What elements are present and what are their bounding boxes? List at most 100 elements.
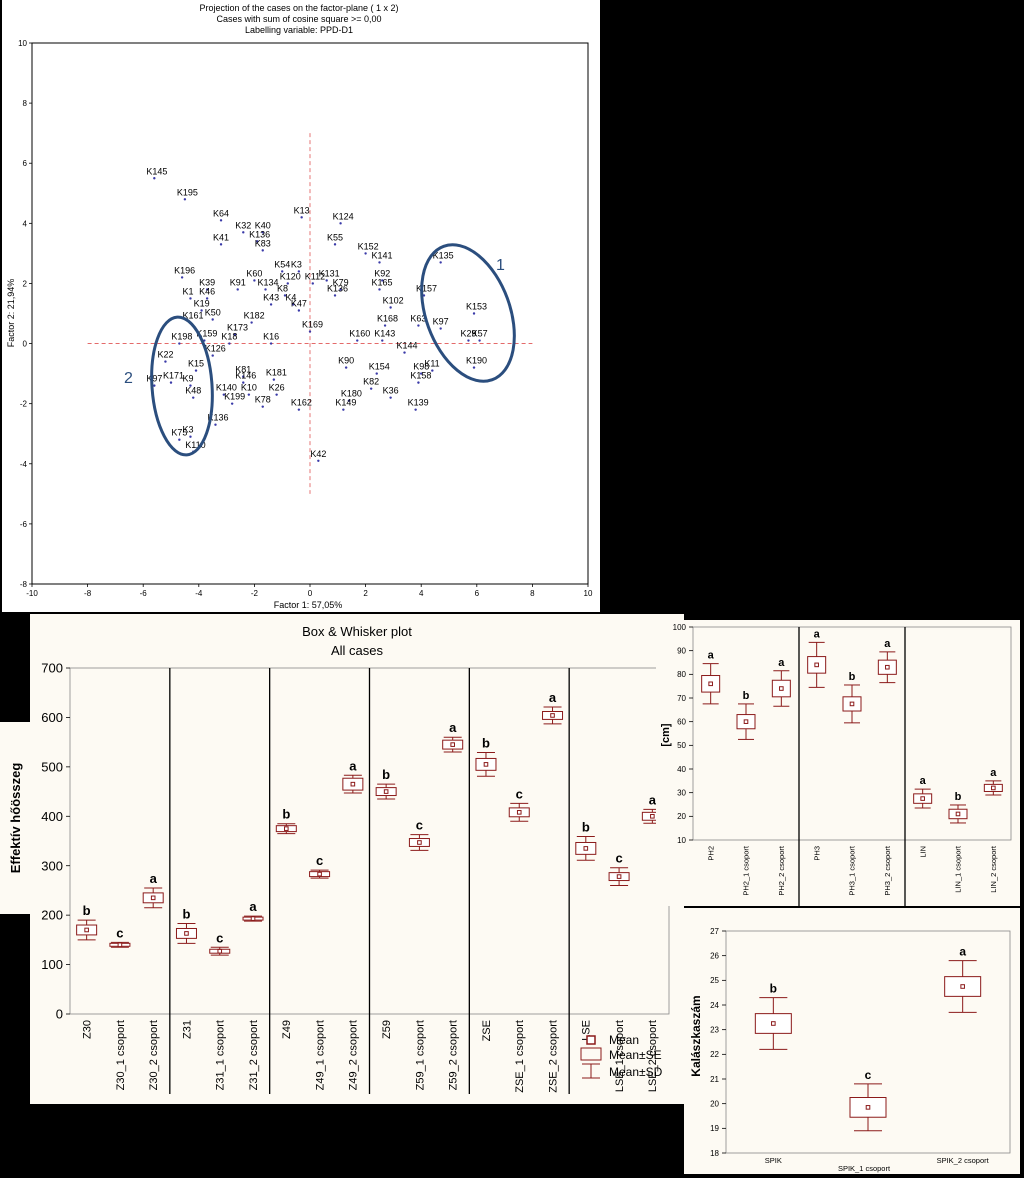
box1-title: Box & Whisker plot [302, 624, 412, 639]
scatter-background [2, 0, 600, 612]
scatter-point-label: K199 [224, 392, 245, 402]
scatter-point-label: K75 [171, 428, 187, 438]
box2-mean-marker [849, 701, 855, 707]
scatter-point-label: K32 [235, 220, 251, 230]
scatter-point-label: K173 [227, 323, 248, 333]
box1-mean-marker [84, 927, 89, 933]
box2-background [656, 620, 1020, 906]
box2-category-label: PH2_1 csoport [742, 845, 751, 896]
scatter-point [269, 303, 273, 306]
box1-category-label: LSE_2 csoport [647, 1020, 659, 1092]
scatter-point-label: K16 [263, 332, 279, 342]
box1-significance-letter: c [316, 853, 323, 868]
scatter-point [233, 333, 237, 336]
scatter-point-label: K92 [374, 268, 390, 278]
scatter-y-tick-label: 8 [23, 99, 28, 108]
scatter-point [467, 339, 470, 342]
box1-category-label: ZSE [481, 1020, 493, 1041]
scatter-point-label: K165 [372, 277, 393, 287]
box1-significance-letter: a [349, 758, 357, 773]
scatter-y-tick-label: 0 [23, 340, 28, 349]
scatter-x-tick-label: -10 [26, 589, 38, 598]
scatter-point [261, 249, 264, 252]
box2-mean-marker [991, 785, 996, 791]
cluster-1-ellipse [420, 243, 516, 383]
scatter-point-label: K134 [258, 277, 279, 287]
box2-mean-marker [920, 796, 925, 801]
scatter-point-label: K9 [182, 374, 193, 384]
box1-y-tick-label: 300 [41, 858, 63, 873]
box3-y-axis-label: Kalászkaszám [689, 995, 703, 1076]
scatter-point-label: K124 [333, 211, 354, 221]
box3-significance-letter: a [959, 945, 966, 959]
scatter-point [264, 288, 267, 291]
box1-mean-marker [350, 781, 356, 787]
scatter-point [272, 378, 276, 381]
scatter-point [417, 381, 420, 384]
box3-mean-marker [960, 984, 965, 989]
box1-mean-marker [117, 942, 123, 948]
scatter-point-label: K36 [383, 386, 399, 396]
box1-significance-letter: b [482, 736, 490, 751]
box2-category-label: PH2 [706, 846, 715, 861]
scatter-point [255, 240, 259, 243]
box1-mean-marker [616, 874, 622, 879]
box3-y-tick-label: 18 [710, 1149, 719, 1158]
scatter-point [250, 321, 253, 324]
scatter-point-label: K8 [277, 283, 288, 293]
scatter-point [205, 288, 209, 291]
scatter-point [375, 372, 378, 375]
scatter-point-label: K83 [255, 238, 271, 248]
box3-y-tick-label: 22 [710, 1050, 719, 1059]
cluster-2-label: 2 [124, 370, 133, 387]
scatter-point-label: K97 [433, 317, 449, 327]
box1-background [30, 614, 684, 1104]
scatter-point [242, 375, 245, 378]
scatter-point-label: K152 [358, 241, 379, 251]
scatter-subtitle: Cases with sum of cosine square >= 0,00 [216, 14, 381, 24]
scatter-y-tick-label: 4 [23, 219, 28, 228]
scatter-point [189, 384, 192, 387]
scatter-point-label: K190 [466, 356, 487, 366]
box2-category-label: LIN_1 csoport [954, 845, 963, 893]
box1-significance-letter: c [416, 818, 423, 833]
scatter-point [292, 303, 295, 306]
legend-se-label: Mean±SE [609, 1048, 662, 1062]
scatter-point [228, 342, 231, 345]
scatter-point [180, 276, 184, 279]
scatter-point-label: K195 [177, 187, 198, 197]
box2-y-tick-label: 60 [677, 717, 686, 726]
scatter-point [478, 339, 481, 342]
scatter-point [275, 393, 278, 396]
scatter-point-label: K158 [410, 371, 431, 381]
scatter-point [200, 309, 203, 312]
scatter-point [339, 222, 342, 225]
box3-y-tick-label: 23 [710, 1025, 719, 1034]
box3-y-tick-label: 27 [710, 927, 719, 936]
box1-subtitle: All cases [331, 643, 384, 658]
scatter-point-label: K18 [221, 332, 237, 342]
scatter-point-label: K91 [230, 277, 246, 287]
box2-y-tick-label: 80 [677, 670, 686, 679]
scatter-point [261, 405, 264, 408]
box1-category-label: Z30_2 csoport [148, 1020, 160, 1090]
box1-mean-marker [483, 762, 489, 767]
box1-significance-letter: b [182, 907, 190, 922]
scatter-point [214, 423, 217, 426]
scatter-x-tick-label: 2 [363, 589, 368, 598]
box2-mean-marker [743, 719, 749, 724]
scatter-point-label: K60 [246, 268, 262, 278]
scatter-point-label: K136 [249, 229, 270, 239]
scatter-point-label: K143 [374, 329, 395, 339]
box2-significance-letter: a [814, 628, 821, 640]
scatter-point-label: K29 [460, 329, 476, 339]
legend-se-marker [580, 1047, 602, 1061]
scatter-point-label: K154 [369, 362, 390, 372]
scatter-point [356, 339, 359, 342]
box2-y-tick-label: 90 [677, 646, 686, 655]
box1-mean-marker [284, 826, 289, 831]
scatter-point [381, 279, 384, 282]
scatter-point-label: K182 [244, 311, 265, 321]
box1-y-axis-label: Effektív hőösszeg [8, 763, 23, 874]
scatter-point-label: K144 [397, 341, 418, 351]
